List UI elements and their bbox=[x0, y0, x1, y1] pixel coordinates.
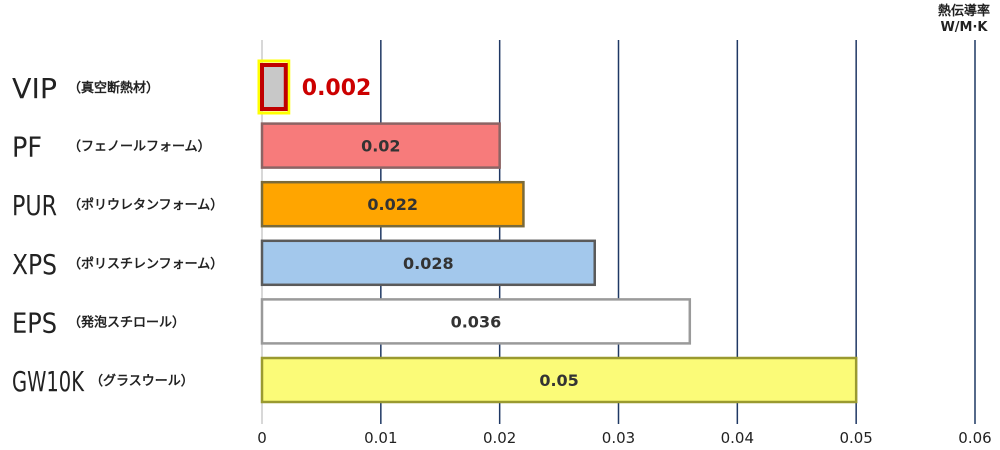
bar bbox=[260, 239, 596, 287]
category-abbr: GW10K bbox=[12, 365, 84, 398]
bar-value-label: 0.028 bbox=[403, 254, 454, 273]
category-abbr: XPS bbox=[12, 248, 57, 281]
unit-label: 熱伝導率 W/M·K bbox=[938, 4, 990, 36]
bar-value-label: 0.036 bbox=[451, 312, 502, 331]
category-abbr: EPS bbox=[12, 306, 57, 339]
bar-value-label: 0.02 bbox=[361, 137, 400, 156]
x-tick-label: 0.03 bbox=[602, 429, 635, 447]
category-abbr: VIP bbox=[12, 72, 57, 105]
category-abbr: PUR bbox=[12, 189, 57, 222]
category-name: （フェノールフォーム） bbox=[68, 139, 211, 155]
bar-highlight-outline bbox=[257, 59, 291, 115]
category-name: （ポリスチレンフォーム） bbox=[68, 256, 223, 272]
category-name: （ポリウレタンフォーム） bbox=[68, 197, 223, 213]
x-tick-label: 0.05 bbox=[839, 429, 872, 447]
x-tick-label: 0.04 bbox=[721, 429, 754, 447]
x-tick-label: 0.06 bbox=[958, 429, 991, 447]
bar-value-label: 0.05 bbox=[539, 371, 578, 390]
x-tick-label: 0 bbox=[257, 429, 267, 447]
bar bbox=[260, 356, 858, 404]
bar bbox=[260, 180, 525, 228]
bar-value-label: 0.002 bbox=[302, 76, 372, 101]
bar bbox=[260, 298, 692, 345]
category-name: （真空断熱材） bbox=[68, 80, 159, 96]
bar bbox=[260, 63, 288, 111]
bar-value-label: 0.022 bbox=[367, 195, 418, 214]
unit-label-line1: 熱伝導率 bbox=[937, 4, 990, 19]
unit-label-line2: W/M·K bbox=[940, 20, 988, 35]
category-abbr: PF bbox=[12, 131, 42, 164]
category-name: （発泡スチロール） bbox=[68, 314, 185, 330]
x-tick-label: 0.02 bbox=[483, 429, 516, 447]
bar bbox=[260, 122, 501, 169]
category-name: （グラスウール） bbox=[90, 373, 194, 389]
x-tick-label: 0.01 bbox=[364, 429, 397, 447]
